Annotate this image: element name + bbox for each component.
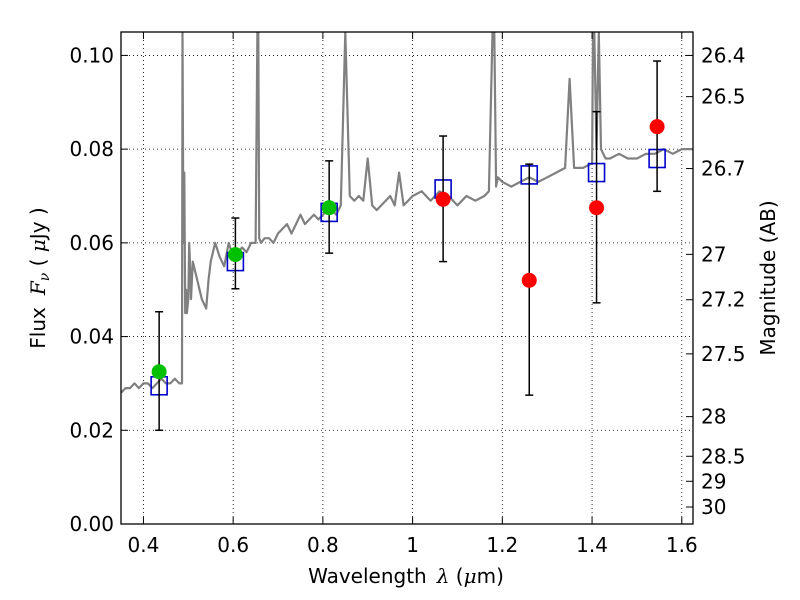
y2-tick-label: 28.5 xyxy=(701,444,746,468)
y2-tick-label: 26.7 xyxy=(701,157,746,181)
y-tick-label: 0.08 xyxy=(69,137,114,161)
y-tick-label: 0.00 xyxy=(69,512,114,536)
observed-flux-point xyxy=(649,119,665,135)
observed-flux-point xyxy=(151,364,167,380)
y-tick-label: 0.06 xyxy=(69,231,114,255)
y-tick-label: 0.04 xyxy=(69,325,114,349)
x-tick-label: 1.4 xyxy=(576,533,608,557)
observed-flux-point xyxy=(227,247,243,263)
x-tick-label: 0.4 xyxy=(128,533,160,557)
y2-axis-title: Magnitude (AB) xyxy=(756,200,780,355)
y2-tick-label: 27 xyxy=(701,242,726,266)
y2-tick-label: 26.5 xyxy=(701,85,746,109)
y2-tick-label: 27.2 xyxy=(701,288,746,312)
x-tick-label: 1.6 xyxy=(666,533,698,557)
photometry-markers xyxy=(150,60,666,432)
observed-flux-point xyxy=(589,200,605,216)
x-tick-label: 0.8 xyxy=(307,533,339,557)
observed-flux-point xyxy=(521,272,537,288)
x-axis-title: Wavelength λ (μm) xyxy=(308,564,504,588)
observed-flux-point xyxy=(321,200,337,216)
y2-tick-label: 28 xyxy=(701,405,726,429)
axis-ticks: 0.4 0.6 0.8 1 1.2 1.4 1.6 0.00 0.02 0.04 0.06 0.08 0… xyxy=(69,32,746,557)
observed-flux-point xyxy=(435,191,451,207)
y-tick-label: 0.10 xyxy=(69,43,114,67)
y2-tick-label: 30 xyxy=(701,495,726,519)
y-tick-label: 0.02 xyxy=(69,418,114,442)
x-tick-label: 0.6 xyxy=(217,533,249,557)
plot-frame xyxy=(120,31,694,525)
y-axis-title: FluxFν ( μJy ) xyxy=(26,207,53,348)
y2-tick-label: 29 xyxy=(701,469,726,493)
y2-tick-label: 26.4 xyxy=(701,43,746,67)
x-tick-label: 1.2 xyxy=(486,533,518,557)
x-tick-label: 1 xyxy=(406,533,419,557)
y2-tick-label: 27.5 xyxy=(701,342,746,366)
